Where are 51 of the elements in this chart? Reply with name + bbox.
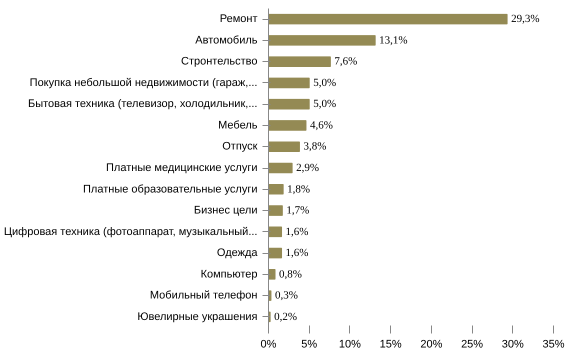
data-label: 5,0% — [313, 98, 336, 110]
x-tick-label: 30% — [502, 338, 524, 350]
y-tick-label: Автомобиль — [195, 34, 258, 46]
data-label: 2,9% — [296, 162, 320, 174]
y-tick-label: Одежда — [216, 247, 258, 260]
bar — [268, 226, 282, 238]
x-tick-label: 5% — [301, 338, 318, 350]
data-label: 4,6% — [310, 119, 333, 132]
x-tick-label: 0% — [260, 338, 277, 350]
data-label: 0,8% — [279, 268, 302, 280]
data-label: 1,7% — [286, 204, 310, 217]
data-label: 13,1% — [379, 34, 408, 46]
y-tick-label: Покупка небольшой недвижимости (гараж,... — [30, 76, 258, 89]
x-tick-label: 35% — [542, 338, 565, 350]
data-label: 1,6% — [286, 226, 308, 238]
y-tick-label: Цифровая техника (фотоаппарат, музыкальный... — [4, 226, 258, 238]
y-tick-label: Ювелирные украшения — [137, 310, 258, 323]
y-tick-label: Бытовая техника (телевизор, холодильник,... — [28, 98, 258, 110]
bar — [268, 14, 508, 24]
bar — [268, 248, 282, 258]
x-tick-label: 20% — [420, 338, 443, 350]
bar — [268, 35, 376, 46]
y-tick-label: Компьютер — [200, 268, 258, 280]
data-label: 0,3% — [274, 290, 298, 302]
data-label: 5,0% — [313, 76, 336, 89]
bar — [268, 162, 293, 174]
data-label: 1,6% — [286, 247, 308, 260]
y-tick-label: Бизнес цели — [194, 204, 258, 217]
data-label: 0,2% — [274, 310, 298, 323]
x-tick-label: 25% — [461, 338, 484, 350]
y-tick-label: Стронтельство — [181, 56, 258, 68]
x-tick-label: 10% — [338, 338, 362, 350]
bar — [268, 141, 300, 152]
bar — [268, 56, 331, 67]
bar — [268, 269, 276, 280]
y-tick-label: Отпуск — [222, 140, 258, 153]
y-tick-label: Ремонт — [220, 13, 258, 26]
y-tick-label: Мебель — [218, 119, 258, 132]
x-tick-label: 15% — [380, 338, 402, 350]
data-label: 3,8% — [303, 140, 326, 153]
bar — [268, 120, 306, 131]
data-label: 7,6% — [334, 56, 358, 68]
data-label: 29,3% — [511, 13, 540, 26]
y-tick-label: Платные медицинские услуги — [106, 162, 258, 174]
data-label: 1,8% — [287, 183, 310, 196]
y-tick-label: Мобильный телефон — [150, 290, 258, 302]
bar — [268, 184, 284, 195]
y-tick-label: Платные образовательные услуги — [83, 183, 258, 196]
bar — [268, 98, 310, 110]
bar — [268, 78, 310, 88]
bar — [268, 205, 283, 216]
